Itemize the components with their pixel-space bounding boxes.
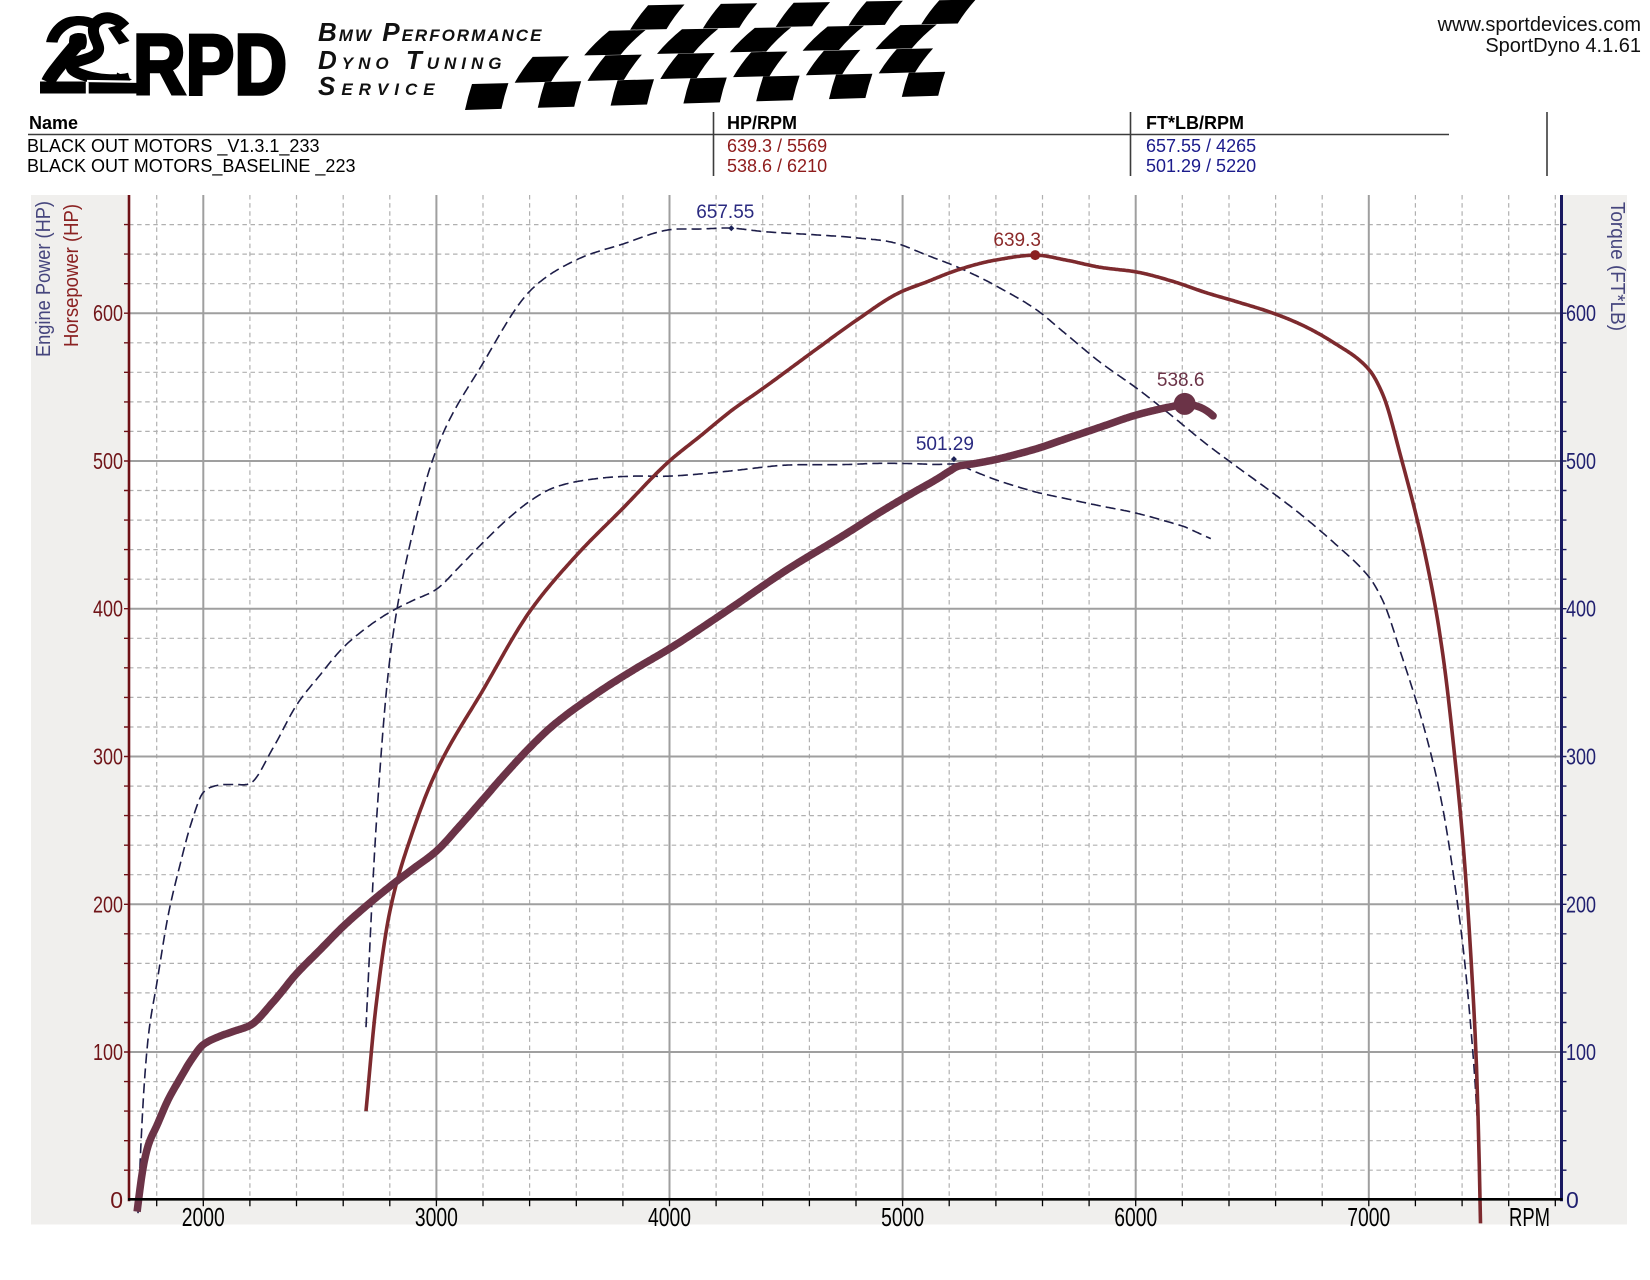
svg-text:BMW PERFORMANCE: BMW PERFORMANCE xyxy=(318,17,543,47)
svg-text:SportDyno 4.1.61: SportDyno 4.1.61 xyxy=(1485,35,1641,57)
svg-text:200: 200 xyxy=(1566,891,1596,917)
svg-text:600: 600 xyxy=(93,300,123,326)
svg-text:RPM: RPM xyxy=(1509,1202,1550,1232)
svg-text:538.6: 538.6 xyxy=(1157,370,1205,391)
svg-text:200: 200 xyxy=(93,891,123,917)
svg-text:0: 0 xyxy=(1566,1187,1579,1213)
svg-text:500: 500 xyxy=(93,448,123,474)
svg-text:HP/RPM: HP/RPM xyxy=(727,113,797,133)
svg-text:657.55: 657.55 xyxy=(696,202,754,223)
svg-text:7000: 7000 xyxy=(1347,1202,1390,1232)
svg-text:100: 100 xyxy=(93,1039,123,1065)
svg-text:BLACK OUT MOTORS _V1.3.1_233: BLACK OUT MOTORS _V1.3.1_233 xyxy=(27,136,319,157)
svg-text:400: 400 xyxy=(93,596,123,622)
svg-text:6000: 6000 xyxy=(1114,1202,1157,1232)
svg-text:Torque (FT*LB): Torque (FT*LB) xyxy=(1606,202,1628,331)
svg-text:600: 600 xyxy=(1566,300,1596,326)
svg-text:Horsepower (HP): Horsepower (HP) xyxy=(61,204,83,347)
svg-text:RPD: RPD xyxy=(133,18,287,113)
svg-text:FT*LB/RPM: FT*LB/RPM xyxy=(1146,113,1244,133)
svg-text:5000: 5000 xyxy=(881,1202,924,1232)
svg-text:639.3: 639.3 xyxy=(993,230,1041,251)
svg-text:657.55 / 4265: 657.55 / 4265 xyxy=(1146,136,1256,156)
svg-text:www.sportdevices.com: www.sportdevices.com xyxy=(1437,14,1641,36)
svg-text:538.6 / 6210: 538.6 / 6210 xyxy=(727,156,827,176)
svg-text:0: 0 xyxy=(110,1187,123,1213)
svg-text:501.29: 501.29 xyxy=(916,434,974,455)
svg-text:400: 400 xyxy=(1566,596,1596,622)
svg-text:300: 300 xyxy=(1566,744,1596,770)
svg-text:BLACK OUT MOTORS_BASELINE _223: BLACK OUT MOTORS_BASELINE _223 xyxy=(27,156,355,177)
svg-text:4000: 4000 xyxy=(648,1202,691,1232)
svg-text:SERVICE: SERVICE xyxy=(318,71,441,101)
svg-text:500: 500 xyxy=(1566,448,1596,474)
svg-text:Name: Name xyxy=(29,113,78,133)
svg-text:501.29 / 5220: 501.29 / 5220 xyxy=(1146,156,1256,176)
svg-text:Engine Power (HP): Engine Power (HP) xyxy=(33,201,55,357)
svg-text:3000: 3000 xyxy=(415,1202,458,1232)
svg-text:2000: 2000 xyxy=(182,1202,225,1232)
svg-text:639.3 / 5569: 639.3 / 5569 xyxy=(727,136,827,156)
svg-text:DYNO TUNING: DYNO TUNING xyxy=(318,45,507,75)
svg-text:300: 300 xyxy=(93,744,123,770)
svg-text:100: 100 xyxy=(1566,1039,1596,1065)
